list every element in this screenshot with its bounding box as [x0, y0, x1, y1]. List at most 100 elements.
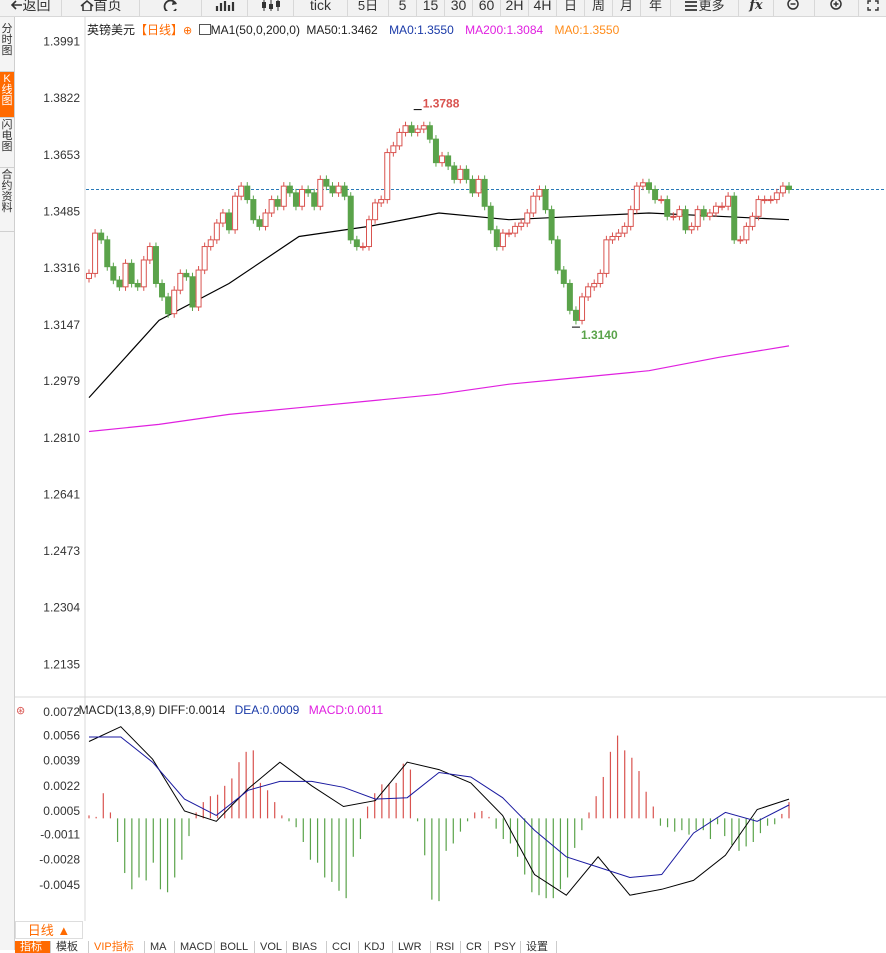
macd-y-ticks: 0.0072 0.0056 0.0039 0.0022 0.0005 -0.0011 -0.…: [39, 705, 80, 892]
period-week-button[interactable]: 周: [585, 0, 613, 16]
indicator-icon[interactable]: [198, 24, 211, 35]
candle: [633, 182, 640, 214]
refresh-button[interactable]: [140, 0, 202, 16]
candle: [177, 269, 184, 295]
tab-flash-chart[interactable]: 闪电图: [0, 118, 14, 168]
candle: [439, 151, 446, 167]
indicator-tab[interactable]: CCI: [327, 941, 359, 953]
indicator-tab[interactable]: MA: [145, 941, 175, 953]
candle: [664, 195, 671, 221]
candle: [92, 229, 99, 278]
zoom-out-button[interactable]: [774, 0, 815, 16]
indicator-tab[interactable]: MACD: [175, 941, 215, 953]
candle-body: [128, 262, 135, 284]
refresh-icon: [163, 0, 179, 14]
candle-body: [597, 272, 604, 284]
indicator-tab[interactable]: VOL: [255, 941, 287, 953]
candle-body: [432, 138, 439, 164]
ma50-value: MA50:1.3462: [306, 23, 378, 37]
candle-body: [353, 239, 360, 248]
candle: [621, 222, 628, 238]
indicator-tab[interactable]: BOLL: [215, 941, 255, 953]
macd-settings-icon[interactable]: ⊛: [16, 705, 26, 717]
back-button[interactable]: 返回: [0, 0, 62, 16]
zoom-in-button[interactable]: [815, 0, 859, 16]
fullscreen-icon: [866, 0, 879, 12]
macd-y-tick-label: 0.0005: [43, 804, 80, 818]
candle-body: [86, 272, 92, 279]
candle: [116, 276, 123, 291]
home-button[interactable]: 首页: [62, 0, 140, 16]
candle-body: [451, 165, 458, 180]
candle: [506, 229, 512, 238]
period-5-button[interactable]: 5: [389, 0, 417, 16]
candle: [341, 182, 348, 201]
candle-body: [317, 178, 324, 207]
candle-body: [469, 178, 476, 194]
candle: [244, 182, 251, 204]
indicator-tab[interactable]: CR: [461, 941, 489, 953]
indicator-tab[interactable]: 设置: [521, 941, 557, 953]
candle-body: [335, 185, 342, 194]
period-5d-button[interactable]: 5日: [348, 0, 389, 16]
chart-type-button[interactable]: [202, 0, 248, 16]
candle: [262, 208, 269, 231]
candle-body: [603, 239, 610, 274]
tab-contract-info[interactable]: 合约资料: [0, 168, 14, 232]
candle: [432, 135, 439, 167]
formula-button[interactable]: fx: [739, 0, 774, 16]
indicator-tab[interactable]: 指标: [15, 941, 51, 953]
candle-body: [274, 199, 281, 207]
candle: [171, 286, 178, 318]
period-year-button[interactable]: 年: [641, 0, 671, 16]
candle-body: [280, 185, 287, 207]
candle-body: [414, 128, 421, 133]
candle: [110, 262, 117, 285]
fullscreen-button[interactable]: [859, 0, 886, 16]
period-2h-button[interactable]: 2H: [501, 0, 529, 16]
candle-body: [737, 239, 744, 242]
candle-body: [481, 178, 488, 207]
candle-body: [712, 205, 719, 214]
candle: [451, 161, 458, 184]
period-label[interactable]: 【日线】: [135, 23, 184, 37]
tick-button[interactable]: tick: [294, 0, 348, 16]
period-15-button[interactable]: 15: [417, 0, 445, 16]
menu-icon: [684, 0, 698, 12]
period-4h-button[interactable]: 4H: [529, 0, 557, 16]
candle-body: [749, 215, 756, 227]
candle: [627, 205, 634, 231]
indicator-tab[interactable]: PSY: [489, 941, 521, 953]
candle-body: [292, 192, 299, 207]
settings-icon[interactable]: ⊕: [183, 25, 193, 37]
candle-body: [341, 185, 348, 197]
candle-type-button[interactable]: [248, 0, 294, 16]
candle: [719, 202, 726, 211]
candle: [463, 165, 470, 184]
zoom-in-icon: [829, 0, 845, 12]
candle: [493, 225, 500, 251]
candle-body: [779, 185, 786, 194]
period-day-button[interactable]: 日: [557, 0, 585, 16]
toolbar: 返回 首页 tick 5日 5 15 30 60 2H 4H 日 周 月 年 更…: [0, 0, 886, 17]
indicator-tab[interactable]: KDJ: [359, 941, 393, 953]
indicator-tab[interactable]: BIAS: [287, 941, 327, 953]
tab-kline[interactable]: K线图: [0, 72, 14, 118]
candle-body: [238, 185, 245, 197]
indicator-tab[interactable]: RSI: [431, 941, 461, 953]
indicator-tab[interactable]: 模板: [51, 941, 89, 953]
tab-timeshare[interactable]: 分时图: [0, 22, 14, 72]
period-month-button[interactable]: 月: [613, 0, 641, 16]
candle-body: [664, 199, 671, 217]
ma0-value-a: MA0:1.3550: [389, 23, 454, 37]
indicator-tab[interactable]: LWR: [393, 941, 431, 953]
indicator-tab[interactable]: VIP指标: [89, 941, 145, 953]
candle: [499, 229, 506, 251]
period-selector-button[interactable]: 日线 ▲: [15, 921, 83, 939]
more-button[interactable]: 更多: [671, 0, 739, 16]
period-30-button[interactable]: 30: [445, 0, 473, 16]
candle-body: [213, 222, 220, 241]
period-60-button[interactable]: 60: [473, 0, 501, 16]
candle-body: [591, 282, 598, 288]
